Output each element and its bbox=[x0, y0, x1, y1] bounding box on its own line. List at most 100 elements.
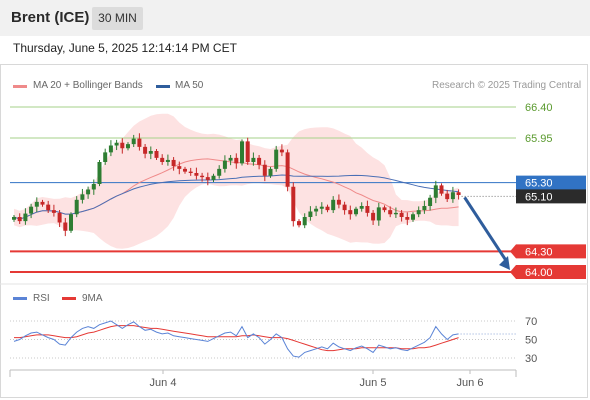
candle-body bbox=[348, 210, 353, 215]
candle-body bbox=[274, 149, 279, 169]
level-label-support: 64.30 bbox=[525, 246, 553, 258]
candle-body bbox=[399, 212, 404, 217]
rsi-legend-swatch bbox=[13, 297, 27, 300]
candle-body bbox=[331, 199, 336, 211]
candle-body bbox=[234, 157, 239, 164]
candle-body bbox=[262, 164, 267, 176]
candle-body bbox=[217, 168, 222, 176]
candle-body bbox=[12, 217, 16, 220]
ma9-legend-label: 9MA bbox=[82, 293, 103, 304]
candle-body bbox=[342, 204, 347, 211]
candle-body bbox=[188, 171, 193, 173]
candle-body bbox=[376, 207, 381, 221]
rsi-ma9-line bbox=[14, 325, 459, 352]
ma50-legend-swatch bbox=[156, 85, 170, 88]
candle-body bbox=[245, 141, 250, 162]
candle-body bbox=[445, 193, 450, 200]
rsi-line bbox=[13, 320, 459, 358]
candle-body bbox=[336, 199, 341, 205]
candle-body bbox=[433, 185, 438, 198]
level-label-resistance: 66.40 bbox=[525, 102, 553, 114]
candle-body bbox=[97, 162, 102, 184]
candle-body bbox=[319, 206, 324, 209]
candle-body bbox=[291, 186, 296, 222]
candle-body bbox=[382, 207, 387, 211]
level-tag-pivot bbox=[516, 175, 586, 190]
candle-body bbox=[314, 208, 319, 212]
candle-body bbox=[63, 222, 68, 231]
candle-body bbox=[165, 159, 170, 162]
candle-body bbox=[57, 212, 62, 223]
ma9-legend-swatch bbox=[62, 297, 76, 300]
candle-body bbox=[405, 217, 410, 220]
candle-body bbox=[222, 160, 227, 169]
candle-body bbox=[177, 166, 182, 169]
candle-body bbox=[393, 212, 398, 215]
candle-body bbox=[114, 142, 119, 146]
candle-body bbox=[422, 206, 427, 211]
candle-body bbox=[143, 146, 148, 154]
level-label-resistance: 65.95 bbox=[525, 133, 553, 145]
candle-body bbox=[34, 201, 39, 207]
candle-body bbox=[411, 214, 415, 220]
rsi-tick-label: 30 bbox=[525, 353, 537, 365]
instrument-title: Brent (ICE) bbox=[11, 9, 90, 26]
candle-body bbox=[365, 206, 370, 213]
candle-body bbox=[388, 210, 393, 215]
candle-body bbox=[40, 201, 45, 205]
time-tick-label: Jun 6 bbox=[457, 377, 484, 389]
candle-body bbox=[74, 199, 79, 215]
candle-body bbox=[69, 214, 73, 231]
candle-body bbox=[228, 157, 233, 161]
candle-body bbox=[86, 189, 91, 195]
rsi-tick-label: 70 bbox=[525, 316, 537, 328]
candle-body bbox=[171, 159, 176, 167]
header-bar: Brent (ICE) 30 MIN bbox=[0, 0, 590, 36]
interval-button[interactable]: 30 MIN bbox=[92, 7, 143, 30]
ma50-legend-label: MA 50 bbox=[175, 80, 204, 91]
last-price-tag bbox=[516, 189, 586, 204]
candle-body bbox=[297, 221, 301, 226]
candle-body bbox=[46, 204, 51, 211]
candle-body bbox=[279, 149, 284, 153]
time-tick-label: Jun 5 bbox=[360, 377, 387, 389]
projection-arrow-shaft bbox=[463, 196, 509, 263]
candle-body bbox=[108, 145, 113, 153]
candle-body bbox=[302, 217, 307, 226]
ma20-legend-swatch bbox=[13, 85, 27, 88]
ma50-line bbox=[13, 174, 459, 220]
candle-body bbox=[205, 177, 210, 180]
candle-body bbox=[183, 168, 187, 172]
candle-body bbox=[23, 213, 28, 222]
candle-body bbox=[126, 144, 130, 149]
candle-body bbox=[325, 206, 330, 211]
bollinger-band bbox=[14, 113, 459, 249]
candle-body bbox=[354, 208, 358, 215]
candle-body bbox=[268, 168, 273, 176]
timestamp: Thursday, June 5, 2025 12:14:14 PM CET bbox=[13, 41, 237, 55]
candle-body bbox=[160, 157, 165, 162]
projection-arrow-head bbox=[499, 256, 510, 270]
candle-body bbox=[103, 152, 108, 162]
candle-body bbox=[428, 197, 433, 206]
level-label-pivot: 65.30 bbox=[525, 178, 553, 190]
candle-body bbox=[359, 206, 364, 209]
candle-body bbox=[29, 206, 34, 214]
rsi-tick-label: 50 bbox=[525, 335, 537, 347]
candle-body bbox=[240, 141, 244, 164]
candle-body bbox=[456, 192, 461, 195]
rsi-legend-label: RSI bbox=[33, 293, 50, 304]
candle-body bbox=[308, 211, 313, 217]
candle-body bbox=[251, 157, 256, 162]
level-tag-pointer bbox=[510, 244, 516, 259]
level-label-support: 64.00 bbox=[525, 267, 553, 279]
candle-body bbox=[148, 151, 153, 154]
candle-body bbox=[450, 192, 455, 200]
candle-body bbox=[211, 175, 216, 180]
candle-body bbox=[154, 151, 159, 158]
time-tick-label: Jun 4 bbox=[150, 377, 177, 389]
level-tag-support bbox=[516, 244, 586, 259]
candle-body bbox=[80, 194, 85, 200]
level-tag-support bbox=[516, 265, 586, 279]
